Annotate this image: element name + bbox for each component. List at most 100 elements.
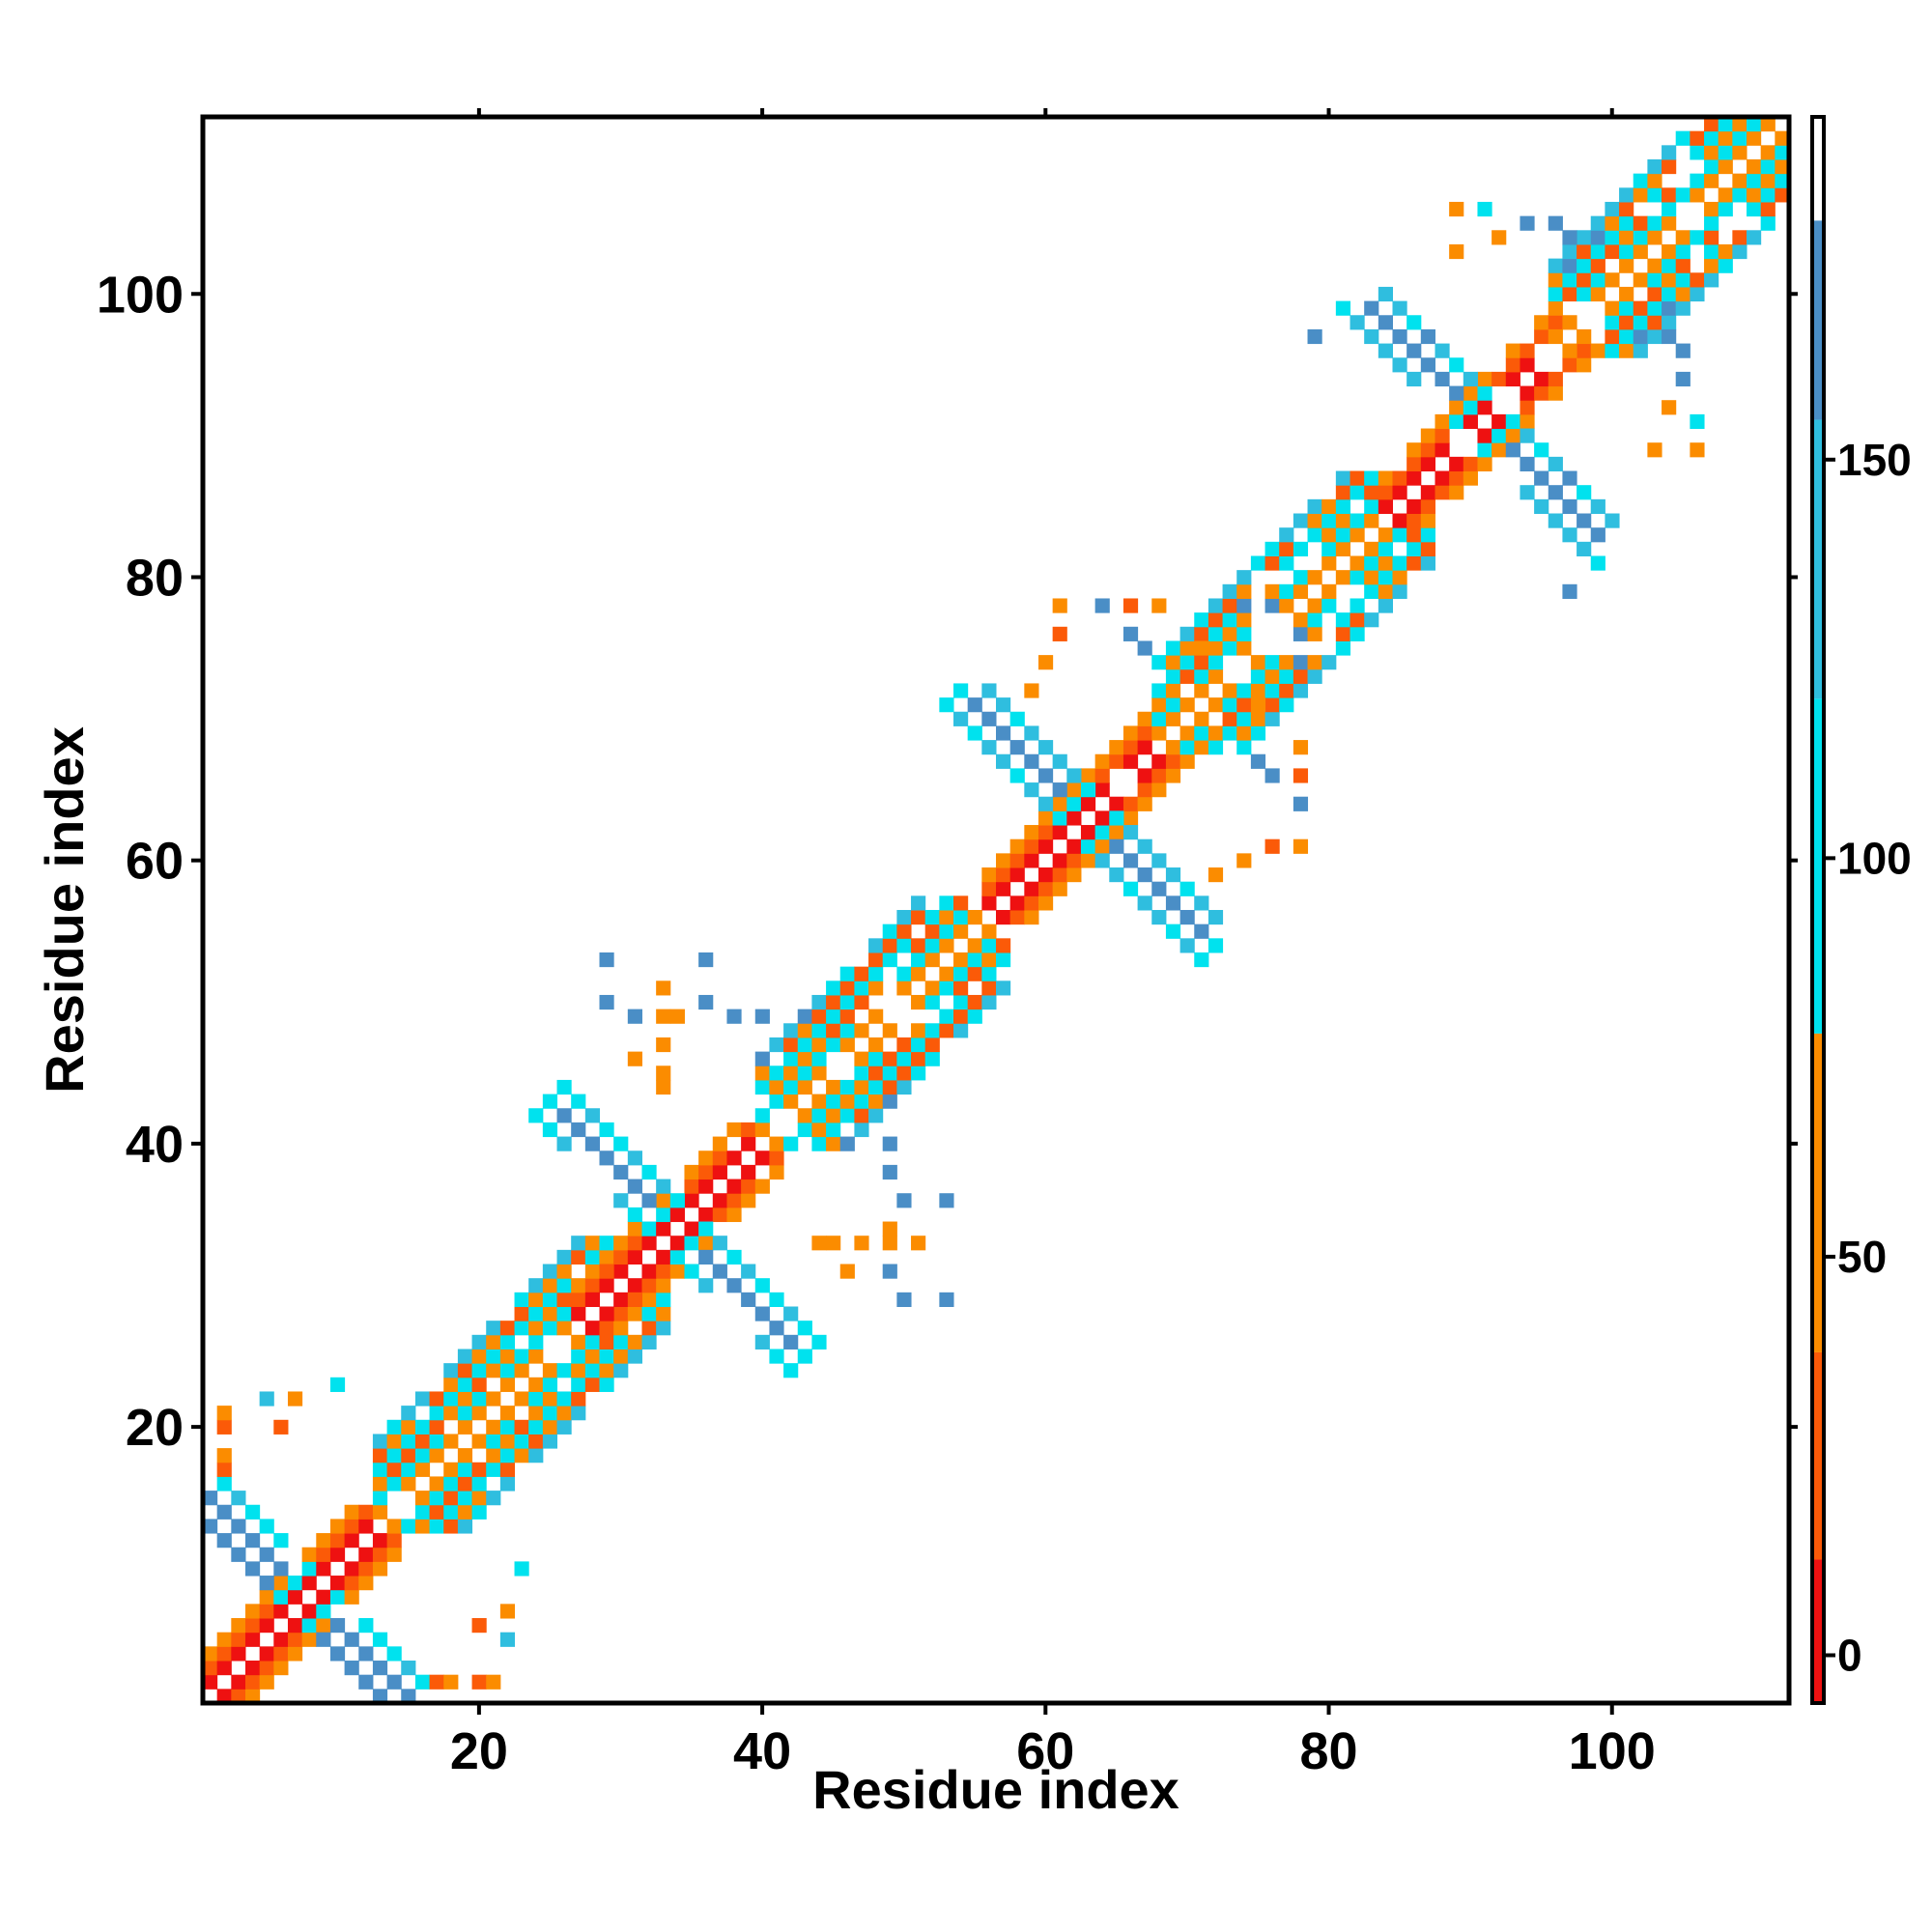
heatmap-cell [414,1434,431,1449]
heatmap-cell [939,966,954,981]
heatmap-cell [1151,711,1167,726]
heatmap-cell [1662,201,1677,217]
heatmap-cell [797,1009,812,1024]
heatmap-cell [287,1576,303,1591]
heatmap-cell [826,1122,841,1138]
heatmap-cell [1747,173,1762,188]
heatmap-cell [486,1321,501,1336]
heatmap-cell [1179,640,1195,656]
heatmap-cell [868,1094,884,1109]
heatmap-cell [1194,740,1209,755]
heatmap-cell [1675,187,1690,203]
heatmap-cell [528,1391,544,1406]
heatmap-cell [882,1136,897,1151]
heatmap-cell [386,1646,402,1662]
heatmap-cell [1420,527,1435,543]
heatmap-cell [203,1674,218,1690]
heatmap-cell [1420,555,1435,571]
heatmap-cell [1321,555,1337,571]
heatmap-cell [1364,541,1379,556]
heatmap-cell [1619,215,1634,231]
heatmap-cell [372,1476,388,1492]
heatmap-cell [372,1434,388,1449]
heatmap-cell [641,1306,657,1321]
heatmap-cell [1194,711,1209,726]
heatmap-cell [486,1491,501,1506]
heatmap-cell [1477,385,1492,401]
heatmap-cell [1208,697,1224,713]
heatmap-cell [1080,768,1096,783]
heatmap-cell [1449,413,1464,430]
heatmap-cell [556,1079,572,1095]
heatmap-cell [1449,385,1464,401]
heatmap-cell [1307,513,1322,528]
heatmap-cell [1109,796,1124,811]
heatmap-cell [486,1674,501,1690]
heatmap-cell [1534,442,1549,458]
heatmap-cell [811,1009,827,1024]
heatmap-cell [1264,711,1280,726]
heatmap-cell [287,1589,303,1605]
heatmap-cell [1548,371,1563,387]
heatmap-cell [698,994,714,1010]
heatmap-cell [839,1023,855,1038]
heatmap-cell [1590,555,1605,571]
heatmap-cell [1760,117,1776,132]
heatmap-cell [542,1391,558,1406]
heatmap-cell [571,1278,586,1293]
heatmap-cell [1208,640,1224,656]
heatmap-cell [1577,357,1592,373]
heatmap-cell [1037,838,1054,854]
heatmap-cell [499,1462,516,1477]
heatmap-cell [1293,570,1309,585]
heatmap-cell [386,1448,402,1463]
heatmap-cell [1548,513,1563,528]
heatmap-cell [514,1306,529,1321]
heatmap-cell [1279,541,1294,556]
heatmap-cell [939,938,954,953]
heatmap-cell [797,1321,812,1336]
heatmap-cell [1562,315,1577,330]
heatmap-cell [1590,215,1605,231]
heatmap-cell [1647,442,1662,458]
heatmap-cell [1293,838,1309,854]
heatmap-cell [584,1236,600,1251]
heatmap-cell [1392,485,1407,500]
heatmap-cell [1505,357,1520,373]
heatmap-cell [1109,810,1124,826]
heatmap-cell [1264,655,1280,670]
heatmap-cell [1492,230,1507,245]
heatmap-cell [1293,626,1309,641]
heatmap-cell [953,683,969,698]
heatmap-cell [868,980,884,996]
heatmap-cell [556,1321,572,1336]
heatmap-cell [684,1193,699,1208]
heatmap-cell [1335,640,1351,656]
heatmap-cell [1378,343,1393,358]
heatmap-cell [372,1632,388,1647]
heatmap-cell [1562,470,1577,486]
heatmap-cell [1194,612,1209,628]
heatmap-cell [656,1193,671,1208]
heatmap-cell [1321,583,1337,599]
heatmap-cell [1775,187,1790,203]
colorbar-tick-label: 150 [1837,435,1912,485]
colorbar-frame [1810,115,1826,1705]
heatmap-cell [1222,711,1237,726]
heatmap-cell [1165,867,1181,883]
heatmap-cell [839,966,855,981]
heatmap-cell [1704,243,1719,260]
heatmap-cell [244,1661,261,1676]
heatmap-cell [386,1674,402,1690]
heatmap-cell [783,1023,799,1038]
heatmap-cell [401,1519,416,1534]
heatmap-cell [344,1632,359,1647]
heatmap-cell [953,895,969,911]
heatmap-cell [471,1462,487,1477]
heatmap-cell [839,1037,855,1053]
heatmap-cell [1732,230,1747,245]
heatmap-cell [911,966,926,981]
heatmap-cell [1264,768,1280,783]
heatmap-cell [358,1547,374,1562]
